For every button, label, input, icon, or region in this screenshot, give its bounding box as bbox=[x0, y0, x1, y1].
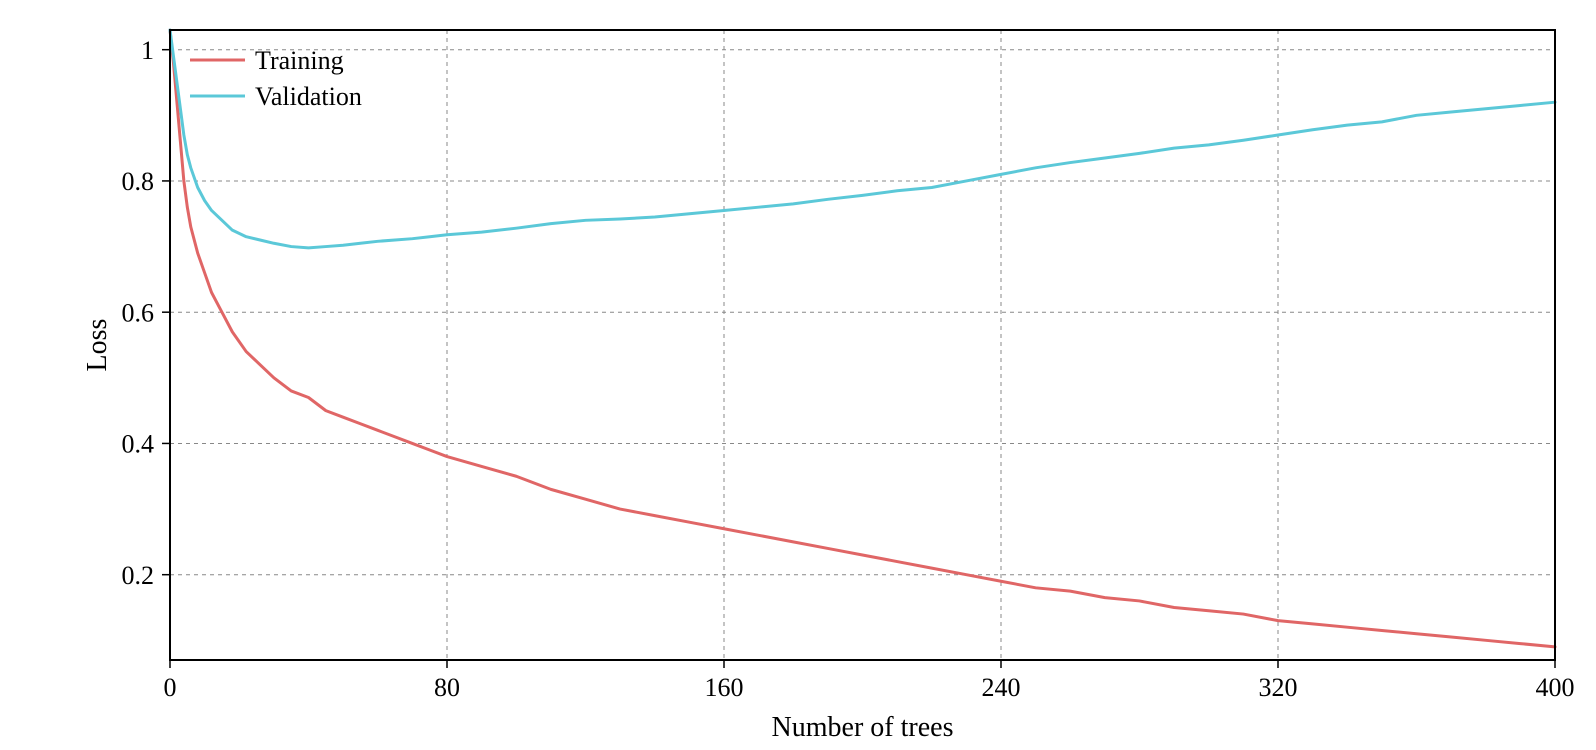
loss-chart: 0 80 160 240 320 400 0.2 0.4 0.6 0.8 1 Number of tr… bbox=[0, 0, 1596, 750]
y-tick-label: 0.6 bbox=[122, 298, 155, 327]
x-tick-label: 160 bbox=[705, 673, 744, 702]
y-tick-label: 1 bbox=[141, 36, 154, 65]
x-tick-label: 0 bbox=[164, 673, 177, 702]
x-tick-label: 240 bbox=[982, 673, 1021, 702]
y-tick-label: 0.8 bbox=[122, 167, 155, 196]
y-tick-label: 0.2 bbox=[122, 561, 155, 590]
legend-label: Training bbox=[255, 46, 344, 75]
y-axis-label: Loss bbox=[82, 319, 113, 372]
legend-label: Validation bbox=[255, 82, 362, 111]
x-tick-label: 400 bbox=[1536, 673, 1575, 702]
chart-background bbox=[0, 0, 1596, 750]
x-tick-label: 80 bbox=[434, 673, 460, 702]
x-tick-label: 320 bbox=[1259, 673, 1298, 702]
y-tick-label: 0.4 bbox=[122, 430, 155, 459]
chart-svg: 0 80 160 240 320 400 0.2 0.4 0.6 0.8 1 Number of tr… bbox=[0, 0, 1596, 750]
x-axis-label: Number of trees bbox=[772, 712, 954, 743]
